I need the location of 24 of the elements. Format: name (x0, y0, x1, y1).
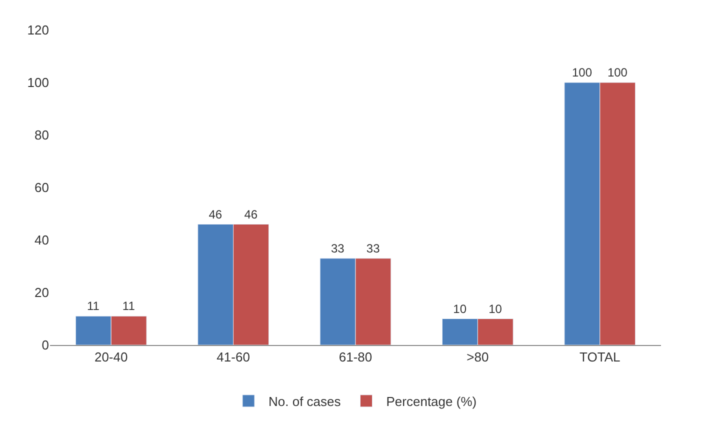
x-tick-label: 61-80 (338, 350, 372, 365)
y-tick-label: 60 (34, 180, 49, 196)
y-tick-label: 0 (42, 338, 49, 353)
data-label: 100 (572, 66, 592, 80)
data-label: 10 (488, 302, 502, 316)
x-tick-label: 41-60 (216, 350, 250, 365)
data-label: 33 (330, 241, 345, 256)
x-tick-label: 20-40 (94, 350, 128, 365)
data-label: 46 (208, 207, 222, 222)
y-tick-label: 100 (27, 75, 49, 90)
data-label: 11 (86, 299, 100, 314)
y-tick-label: 80 (34, 128, 49, 143)
legend-label: Percentage (%) (386, 394, 477, 409)
x-tick-label: >80 (466, 350, 489, 365)
data-label: 46 (244, 207, 258, 222)
data-label: 100 (607, 66, 628, 80)
data-label: 10 (453, 302, 467, 316)
data-label: 11 (122, 299, 136, 314)
legend-label: No. of cases (268, 394, 342, 409)
y-tick-label: 20 (34, 285, 49, 300)
x-tick-label: TOTAL (580, 350, 620, 365)
y-tick-label: 120 (27, 22, 49, 38)
data-label: 33 (366, 241, 380, 256)
y-tick-label: 40 (34, 232, 49, 248)
